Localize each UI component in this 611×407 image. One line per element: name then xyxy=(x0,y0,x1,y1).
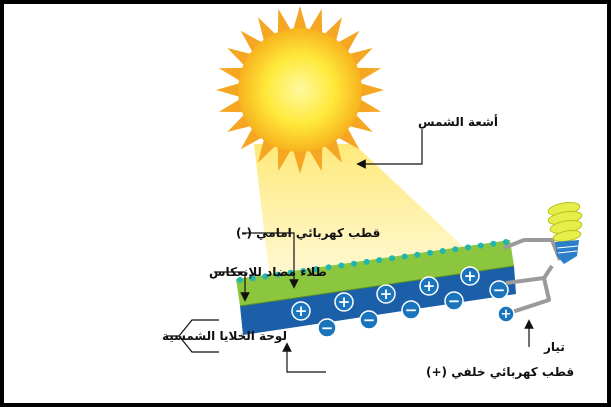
coating-dot xyxy=(363,258,370,265)
coating-dot xyxy=(490,240,497,247)
label-back-electrode: قطب كهربائي خلفي (+) xyxy=(426,365,574,379)
coating-dot xyxy=(338,262,345,269)
coating-dot xyxy=(465,244,471,251)
positive-charge: + xyxy=(376,284,396,304)
svg-text:+: + xyxy=(295,302,308,320)
svg-text:+: + xyxy=(380,285,393,303)
anti-reflective-coating xyxy=(237,239,509,283)
coating-dot xyxy=(503,239,509,245)
solar-cell-diagram: + + + + + − − − − − + أشعة الشمس xyxy=(4,4,607,403)
coating-dot xyxy=(452,246,459,253)
coating-dot xyxy=(376,257,383,264)
negative-charge: − xyxy=(359,310,379,330)
front-layer xyxy=(236,240,514,306)
coating-dot xyxy=(237,277,243,283)
solar-panel xyxy=(236,239,516,335)
coating-dot xyxy=(414,251,421,258)
coating-dot xyxy=(275,271,281,278)
positive-charge: + xyxy=(291,301,311,321)
wire xyxy=(503,238,562,316)
label-anti-reflective: طلاء مضاد للإنعكاس xyxy=(209,265,327,279)
positive-charge: + xyxy=(460,266,480,286)
svg-text:+: + xyxy=(501,307,512,322)
label-front-electrode: قطب كهربائي امامي (-) xyxy=(236,226,380,240)
negative-charge: − xyxy=(489,280,509,300)
back-layer xyxy=(240,266,516,335)
label-current: تيار xyxy=(543,340,565,354)
coating-dot xyxy=(401,253,408,260)
positive-charge: + xyxy=(334,292,354,312)
label-solar-panel: لوحة الخلايا الشمسية xyxy=(162,329,287,344)
coating-dot xyxy=(287,269,294,276)
negative-charge: − xyxy=(444,291,464,311)
coating-dot xyxy=(477,242,484,249)
svg-text:−: − xyxy=(405,301,418,319)
coating-dot xyxy=(351,260,357,267)
svg-text:+: + xyxy=(423,277,436,295)
light-bulb-icon xyxy=(547,201,583,264)
positive-charge: + xyxy=(419,276,439,296)
coating-dot xyxy=(262,273,269,280)
sun-icon xyxy=(216,6,384,174)
coating-dot xyxy=(300,268,307,274)
label-sun-rays: أشعة الشمس xyxy=(418,114,498,129)
svg-text:−: − xyxy=(363,311,376,329)
diagram-canvas: + + + ++− −− −− + أشعة الشمس xyxy=(162,6,583,379)
svg-text:+: + xyxy=(338,293,351,311)
coating-dot xyxy=(389,255,395,262)
svg-text:−: − xyxy=(448,292,461,310)
coating-dot xyxy=(427,249,433,256)
svg-text:−: − xyxy=(493,281,506,299)
coating-dot xyxy=(439,248,446,254)
coating-dot xyxy=(313,266,319,273)
negative-charge: − xyxy=(401,300,421,320)
negative-charge: − xyxy=(317,318,337,338)
charges: + + + ++− −− −− xyxy=(291,266,509,338)
svg-text:+: + xyxy=(464,267,477,285)
current-charge xyxy=(497,305,515,323)
coating-dot xyxy=(325,264,332,271)
svg-text:−: − xyxy=(321,319,334,337)
coating-dot xyxy=(249,275,256,282)
